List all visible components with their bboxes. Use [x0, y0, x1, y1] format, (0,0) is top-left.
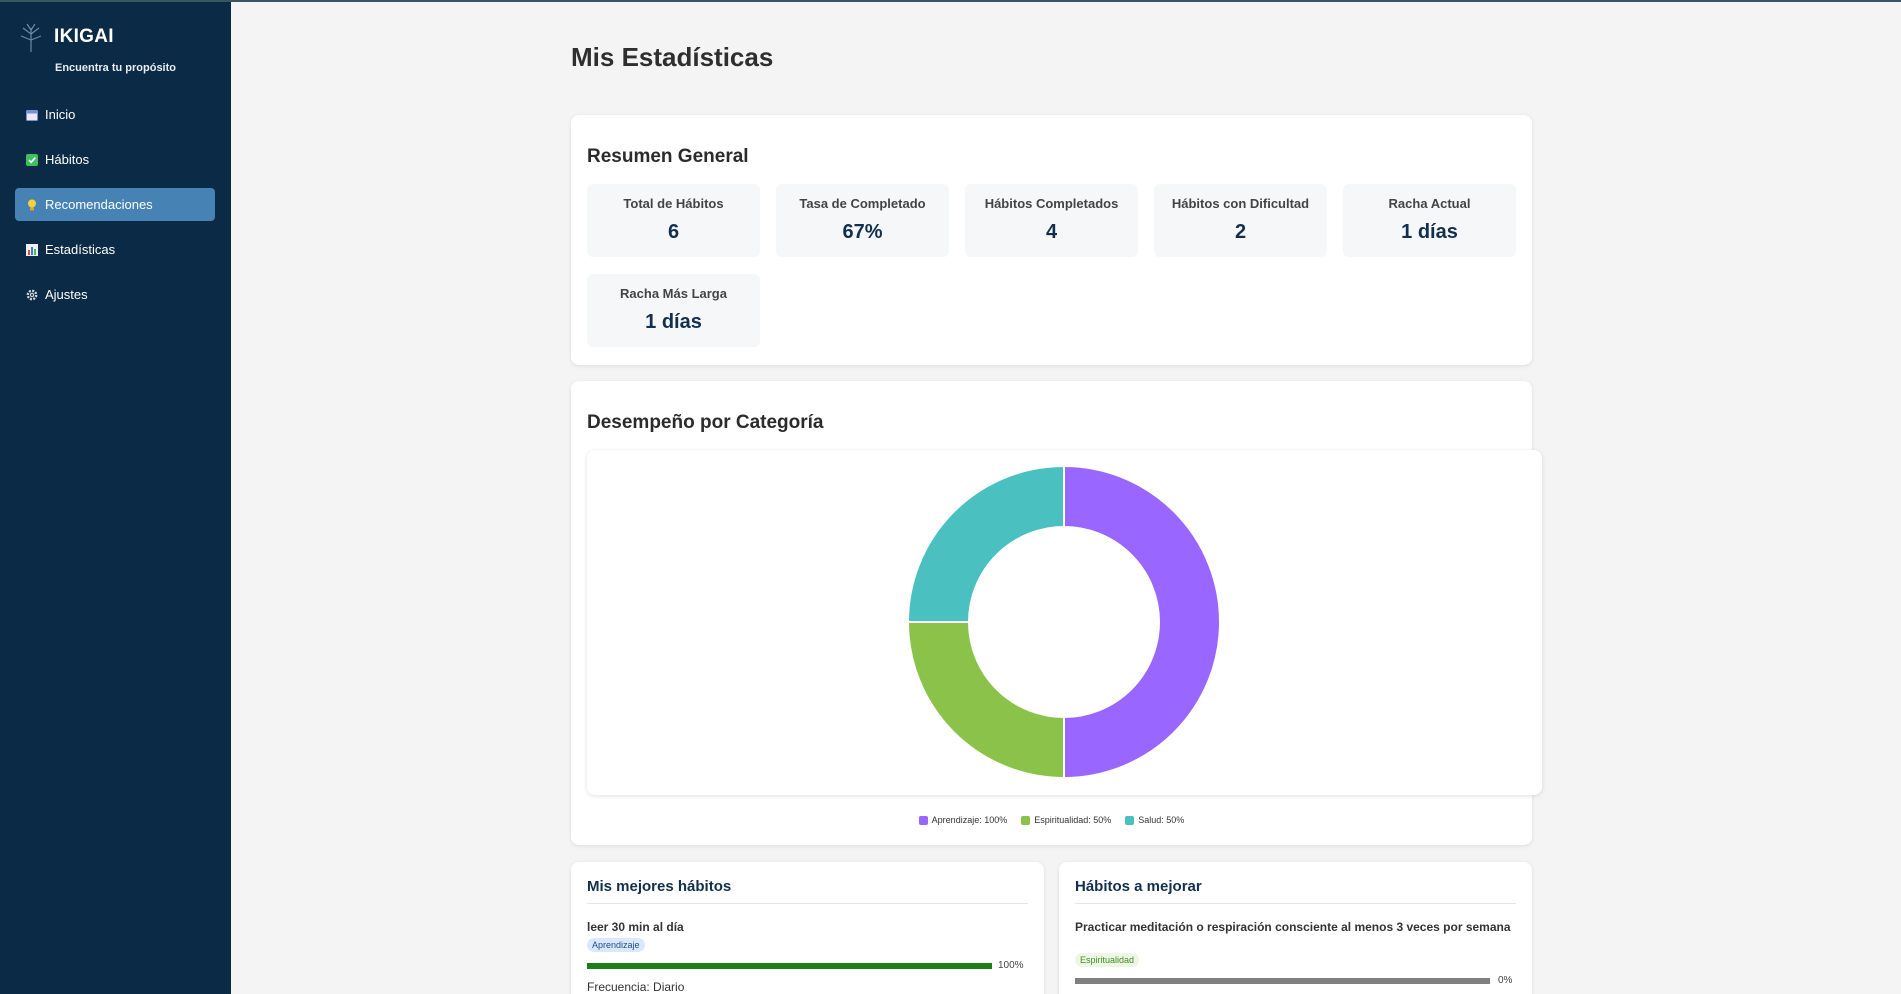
- progress-fill: [587, 963, 992, 969]
- calendar-icon: [25, 108, 39, 122]
- legend-item-salud[interactable]: Salud: 50%: [1125, 815, 1184, 825]
- category-tag: Aprendizaje: [587, 938, 645, 952]
- legend-swatch: [918, 815, 928, 825]
- stat-longest-streak: Racha Más Larga 1 días: [587, 274, 760, 347]
- divider: [587, 903, 1028, 904]
- sidebar-item-label: Estadísticas: [45, 242, 116, 257]
- stat-label: Tasa de Completado: [799, 196, 926, 211]
- stat-value: 1 días: [1401, 221, 1458, 243]
- habit-name: leer 30 min al día: [587, 920, 684, 934]
- progress-bar: [587, 963, 992, 969]
- sidebar-item-label: Ajustes: [45, 287, 88, 302]
- progress-bar: [1075, 978, 1490, 984]
- donut-slice-salud[interactable]: [906, 464, 1065, 623]
- sidebar-item-recomendaciones[interactable]: Recomendaciones: [15, 188, 215, 221]
- bar-chart-icon: [25, 243, 39, 257]
- stat-label: Hábitos con Dificultad: [1171, 196, 1310, 211]
- performance-card: Desempeño por Categoría Aprendizaje: 100…: [571, 381, 1542, 845]
- category-tag: Espiritualidad: [1075, 953, 1140, 967]
- donut-slice-espiritualidad[interactable]: [906, 621, 1065, 780]
- stat-value: 4: [1045, 221, 1058, 243]
- gear-icon: [25, 288, 39, 302]
- lightbulb-icon: [25, 198, 39, 212]
- sidebar-item-label: Hábitos: [45, 152, 90, 167]
- sidebar-item-estadisticas[interactable]: Estadísticas: [15, 233, 215, 266]
- habit-frequency: Frecuencia: Diario: [587, 980, 685, 994]
- stat-value: 1 días: [645, 311, 702, 333]
- donut-slice-aprendizaje[interactable]: [1063, 464, 1221, 780]
- stat-label: Racha Actual: [1388, 196, 1471, 211]
- legend-label: Salud: 50%: [1138, 815, 1185, 825]
- legend-swatch: [1125, 815, 1135, 825]
- legend-label: Aprendizaje: 100%: [931, 815, 1008, 825]
- best-habits-card: Mis mejores hábitos leer 30 min al día A…: [571, 862, 1044, 994]
- stat-difficult-habits: Hábitos con Dificultad 2: [1154, 184, 1327, 257]
- divider: [1075, 903, 1516, 904]
- legend-item-espiritualidad[interactable]: Espiritualidad: 50%: [1021, 815, 1111, 825]
- improve-habits-title: Hábitos a mejorar: [1075, 878, 1202, 895]
- stat-label: Racha Más Larga: [620, 286, 727, 301]
- checkbox-icon: [25, 153, 39, 167]
- summary-title: Resumen General: [587, 146, 749, 167]
- best-habits-title: Mis mejores hábitos: [587, 878, 732, 895]
- performance-title: Desempeño por Categoría: [587, 412, 824, 433]
- stat-total-habits: Total de Hábitos 6: [587, 184, 760, 257]
- summary-card: Resumen General Total de Hábitos 6 Tasa …: [571, 115, 1532, 365]
- legend-label: Espiritualidad: 50%: [1034, 815, 1112, 825]
- chart-container: [587, 450, 1542, 795]
- legend-item-aprendizaje[interactable]: Aprendizaje: 100%: [918, 815, 1008, 825]
- sidebar-item-label: Recomendaciones: [45, 197, 153, 212]
- brand-tagline: Encuentra tu propósito: [55, 62, 176, 74]
- stat-value: 6: [667, 221, 680, 243]
- stat-label: Hábitos Completados: [984, 196, 1119, 211]
- improve-habits-card: Hábitos a mejorar Practicar meditación o…: [1059, 862, 1532, 994]
- habit-name: Practicar meditación o respiración consc…: [1075, 920, 1511, 934]
- stat-current-streak: Racha Actual 1 días: [1343, 184, 1516, 257]
- brand-name: IKIGAI: [54, 26, 114, 47]
- stat-label: Total de Hábitos: [623, 196, 724, 211]
- sidebar-item-label: Inicio: [45, 107, 76, 122]
- tree-logo-icon: [20, 23, 42, 52]
- stat-completion-rate: Tasa de Completado 67%: [776, 184, 949, 257]
- page-title: Mis Estadísticas: [571, 42, 774, 72]
- donut-chart: [906, 464, 1221, 780]
- stat-completed-habits: Hábitos Completados 4: [965, 184, 1138, 257]
- progress-percent: 0%: [1498, 975, 1513, 986]
- sidebar-nav: Inicio Hábitos Recomendaciones Estadísti…: [15, 98, 215, 323]
- sidebar-item-ajustes[interactable]: Ajustes: [15, 278, 215, 311]
- sidebar-item-inicio[interactable]: Inicio: [15, 98, 215, 131]
- stat-value: 2: [1234, 221, 1247, 243]
- progress-percent: 100%: [998, 960, 1024, 971]
- legend-swatch: [1021, 815, 1031, 825]
- chart-legend: Aprendizaje: 100% Espiritualidad: 50% Sa…: [571, 815, 1532, 825]
- sidebar: IKIGAI Encuentra tu propósito Inicio Háb…: [0, 2, 231, 994]
- stat-value: 67%: [842, 221, 883, 243]
- sidebar-item-habitos[interactable]: Hábitos: [15, 143, 215, 176]
- brand[interactable]: IKIGAI: [18, 22, 114, 52]
